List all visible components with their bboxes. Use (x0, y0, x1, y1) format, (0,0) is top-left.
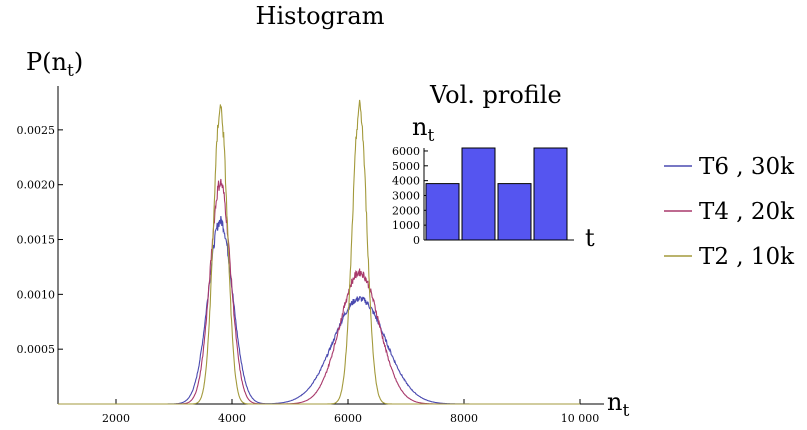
inset-y-tick-label: 1000 (392, 219, 420, 232)
inset-y-tick-label: 4000 (392, 175, 420, 188)
y-tick-label: 0.0015 (17, 234, 56, 247)
inset-bar (497, 183, 532, 241)
inset-y-label-main: n (412, 113, 427, 141)
inset-bar (533, 147, 568, 241)
inset-y-label: nt (412, 113, 434, 146)
x-tick-label: 10 000 (561, 412, 600, 425)
chart-title: Histogram (256, 2, 385, 30)
x-axis-label-sub: t (622, 401, 629, 421)
inset-y-tick-label: 5000 (392, 160, 420, 173)
inset-x-label: t (585, 224, 595, 252)
series-line-1 (58, 216, 580, 405)
y-axis-label-sub: t (67, 61, 74, 81)
inset-y-tick-label: 2000 (392, 204, 420, 217)
inset-bar (461, 147, 496, 241)
y-tick-label: 0.0020 (17, 179, 56, 192)
legend-label: T4 , 20k (699, 199, 795, 225)
inset-bar (425, 183, 460, 241)
y-axis-label-close: ) (74, 48, 83, 76)
x-axis-label-main: n (607, 388, 622, 416)
y-tick-label: 0.0010 (17, 288, 56, 301)
y-tick-label: 0.0005 (17, 343, 56, 356)
x-tick-label: 2000 (102, 412, 130, 425)
series-line-3 (58, 99, 580, 405)
legend-label: T2 , 10k (699, 244, 795, 270)
y-axis-label: P(nt) (26, 48, 83, 81)
x-axis-label: nt (607, 388, 629, 421)
y-axis-label-main: P(n (26, 48, 67, 76)
legend-label: T6 , 30k (699, 154, 795, 180)
x-tick-label: 4000 (218, 412, 246, 425)
inset-y-tick-label: 3000 (392, 189, 420, 202)
x-tick-label: 8000 (450, 412, 478, 425)
x-tick-label: 6000 (334, 412, 362, 425)
inset-y-tick-label: 6000 (392, 145, 420, 158)
inset-title: Vol. profile (429, 81, 562, 109)
inset-y-tick-label: 0 (413, 234, 420, 247)
y-tick-label: 0.0025 (17, 124, 56, 137)
inset-y-label-sub: t (427, 126, 434, 146)
